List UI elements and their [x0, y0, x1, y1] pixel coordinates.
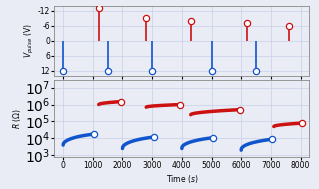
Y-axis label: $R$ ($\Omega$): $R$ ($\Omega$) — [11, 108, 23, 129]
X-axis label: Time $(s)$: Time $(s)$ — [166, 173, 198, 185]
Y-axis label: $V_{pulse}$ (V): $V_{pulse}$ (V) — [23, 23, 36, 58]
